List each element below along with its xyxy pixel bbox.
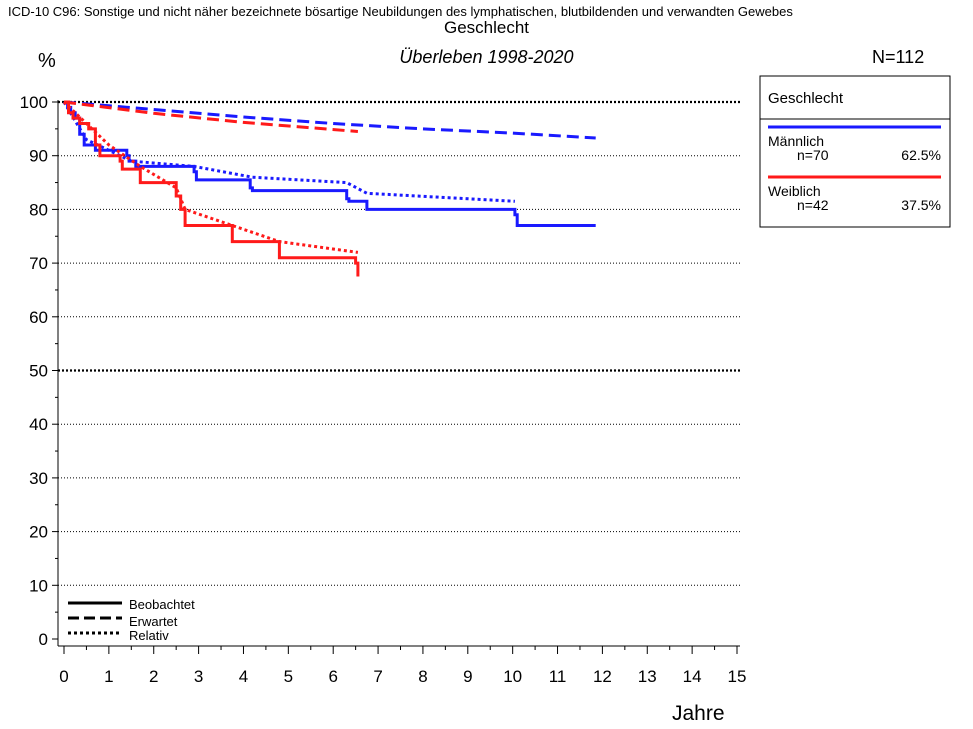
x-tick-label-11: 11 [549, 667, 567, 686]
series-weiblich-erwartet [63, 100, 359, 133]
x-tick-label-2: 2 [149, 667, 158, 686]
x-tick-label-5: 5 [284, 667, 293, 686]
group-legend-box [759, 75, 951, 228]
series-weiblich-beobachtet [64, 100, 360, 277]
legend-name-weiblich: Weiblich [768, 183, 821, 199]
x-tick-label-12: 12 [593, 667, 612, 686]
y-tick-label-60: 60 [29, 308, 48, 327]
legend-pct-maennlich: 62.5% [901, 147, 941, 163]
series-maennlich-relativ [62, 101, 515, 203]
series-maennlich-erwartet [63, 100, 596, 140]
y-axis-label: % [38, 50, 56, 72]
group-legend-title: Geschlecht [768, 90, 844, 107]
y-tick-label-10: 10 [29, 576, 48, 595]
series-layer [62, 100, 596, 277]
grid-layer [58, 100, 740, 586]
x-tick-label-13: 13 [638, 667, 657, 686]
x-tick-label-9: 9 [463, 667, 472, 686]
total-count-label: N=112 [872, 47, 925, 67]
legend-name-maennlich: Männlich [768, 133, 824, 149]
line-style-legend: Beobachtet Erwartet Relativ [68, 597, 195, 643]
legend-pct-weiblich: 37.5% [901, 197, 941, 213]
chart-title: Geschlecht [443, 18, 530, 37]
y-tick-label-80: 80 [29, 200, 48, 219]
x-tick-label-6: 6 [328, 667, 337, 686]
x-tick-label-8: 8 [418, 667, 427, 686]
group-legend: Geschlecht Männlich n=70 62.5% Weiblich … [759, 75, 951, 228]
legend-label-relativ: Relativ [129, 628, 169, 643]
y-tick-label-40: 40 [29, 415, 48, 434]
x-tick-label-10: 10 [503, 667, 522, 686]
x-tick-label-14: 14 [683, 667, 702, 686]
x-axis-label: Jahre [672, 702, 725, 725]
x-tick-label-0: 0 [59, 667, 68, 686]
x-tick-label-15: 15 [728, 667, 747, 686]
legend-n-maennlich: n=70 [797, 147, 829, 163]
icd-header-line: ICD-10 C96: Sonstige und nicht näher bez… [8, 4, 793, 19]
y-tick-label-90: 90 [29, 147, 48, 166]
chart-subtitle: Überleben 1998-2020 [399, 47, 574, 67]
legend-label-erwartet: Erwartet [129, 614, 178, 629]
legend-label-beobachtet: Beobachtet [129, 597, 195, 612]
x-tick-label-7: 7 [373, 667, 382, 686]
x-tick-label-3: 3 [194, 667, 203, 686]
y-tick-label-70: 70 [29, 254, 48, 273]
y-tick-label-20: 20 [29, 523, 48, 542]
y-tick-label-0: 0 [39, 630, 48, 649]
y-tick-label-100: 100 [20, 93, 48, 112]
y-tick-label-50: 50 [29, 362, 48, 381]
legend-n-weiblich: n=42 [797, 197, 829, 213]
x-tick-label-1: 1 [104, 667, 113, 686]
y-tick-label-30: 30 [29, 469, 48, 488]
x-tick-label-4: 4 [239, 667, 248, 686]
series-maennlich-beobachtet [64, 100, 596, 227]
series-weiblich-relativ [62, 100, 359, 254]
